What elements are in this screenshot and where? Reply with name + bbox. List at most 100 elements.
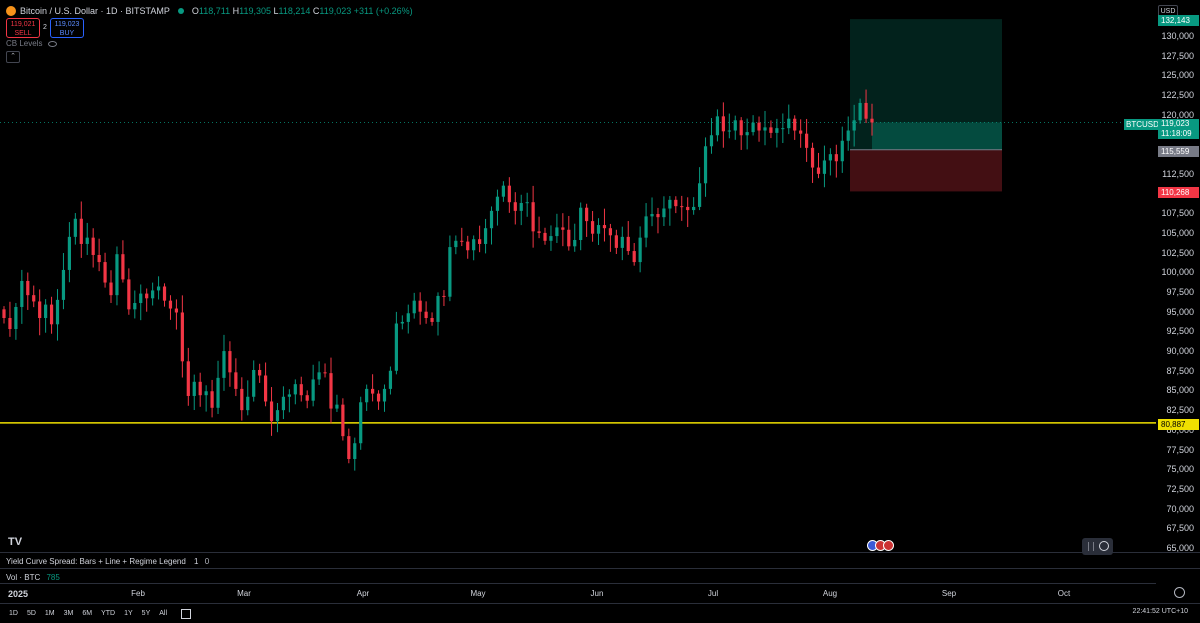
price-tick-label: 112,500: [1162, 168, 1194, 179]
candle-body: [585, 207, 589, 222]
spread-value: 2: [43, 24, 47, 31]
drag-handle-icon[interactable]: [1088, 542, 1094, 551]
candle-body: [549, 236, 553, 241]
candle-body: [430, 317, 434, 322]
chart-settings-icon[interactable]: [1174, 587, 1185, 598]
candle-body: [73, 218, 77, 237]
candle-body: [186, 361, 190, 396]
volume-value: 785: [46, 573, 60, 582]
month-label: Aug: [822, 589, 838, 598]
candle-body: [329, 373, 333, 409]
candle-body: [347, 436, 351, 459]
yield-curve-pane[interactable]: Yield Curve Spread: Bars + Line + Regime…: [0, 552, 1200, 569]
candle-body: [32, 295, 36, 302]
candle-body: [67, 236, 71, 270]
candle-body: [733, 120, 737, 131]
candle-body: [466, 241, 470, 251]
candle-body: [567, 229, 571, 247]
clock[interactable]: 22:41:52 UTC+10: [1132, 608, 1188, 615]
candle-body: [632, 251, 636, 263]
sell-button[interactable]: 119,021 SELL: [6, 18, 40, 38]
candle-body: [210, 391, 214, 408]
candle-body: [680, 206, 684, 208]
candle-body: [460, 240, 464, 242]
candle-body: [353, 443, 357, 459]
pin-icon[interactable]: [1099, 541, 1109, 551]
candle-body: [495, 196, 500, 211]
candle-body: [168, 300, 173, 309]
candle-body: [769, 127, 773, 133]
range-1m[interactable]: 1M: [44, 610, 55, 617]
yield-curve-value: 0: [204, 557, 210, 566]
candle-body: [311, 379, 315, 401]
candle-body: [55, 299, 60, 325]
high-value: 119,305: [239, 6, 271, 16]
range-ytd[interactable]: YTD: [101, 610, 116, 617]
close-label: C: [312, 6, 320, 16]
candle-body: [174, 308, 179, 313]
candle-body: [454, 240, 458, 248]
candle-body: [341, 404, 345, 437]
range-1d[interactable]: 1D: [9, 610, 18, 617]
candle-body: [359, 402, 363, 444]
candle-body: [781, 128, 785, 130]
symbol-legend: Bitcoin / U.S. Dollar · 1D · BITSTAMP O1…: [6, 6, 413, 16]
month-label: Jul: [707, 589, 719, 598]
buy-price: 119,023: [54, 21, 80, 28]
candle-body: [507, 185, 511, 203]
chart-canvas[interactable]: [0, 0, 1156, 552]
floating-toolbar[interactable]: [1082, 538, 1113, 555]
price-axis[interactable]: 130,000127,500125,000122,500120,000117,5…: [1156, 0, 1200, 553]
candle-body: [97, 254, 101, 263]
range-5y[interactable]: 5Y: [141, 610, 151, 617]
range-all[interactable]: All: [159, 610, 168, 617]
range-1y[interactable]: 1Y: [124, 610, 133, 617]
candle-body: [162, 286, 167, 301]
range-3m[interactable]: 3M: [63, 610, 74, 617]
indicator-legend[interactable]: CB Levels: [6, 39, 57, 48]
candle-body: [418, 300, 422, 312]
candle-body: [145, 293, 149, 299]
candlestick-chart[interactable]: [0, 0, 1156, 552]
price-tick-label: 70,000: [1166, 503, 1194, 514]
collapse-legend-button[interactable]: ⌃: [6, 51, 20, 63]
candle-body: [38, 301, 42, 318]
candle-body: [2, 309, 6, 318]
candle-body: [103, 262, 107, 283]
date-range-icon[interactable]: [181, 608, 192, 619]
price-tick-label: 67,500: [1166, 523, 1194, 534]
candle-body: [371, 388, 375, 394]
open-pnl-zone: [872, 122, 1002, 150]
candle-body: [317, 372, 321, 380]
sell-label: SELL: [14, 30, 32, 37]
candle-body: [365, 388, 369, 403]
candle-body: [644, 216, 648, 238]
candle-body: [91, 237, 95, 255]
candle-body: [258, 369, 262, 376]
time-axis[interactable]: 2025 Feb Mar Apr May Jun Jul Aug Sep Oct: [0, 583, 1156, 603]
candle-body: [180, 312, 184, 362]
support-price-tag: 80,887: [1158, 419, 1199, 430]
us-flag-icon[interactable]: [883, 540, 894, 551]
range-6m[interactable]: 6M: [82, 610, 93, 617]
volume-pane[interactable]: Vol · BTC 785: [0, 568, 1200, 584]
candle-body: [269, 401, 274, 422]
tradingview-logo[interactable]: TV: [8, 536, 23, 548]
volume-title: Vol · BTC: [6, 573, 41, 582]
month-label: Feb: [131, 589, 145, 598]
symbol-title[interactable]: Bitcoin / U.S. Dollar · 1D · BITSTAMP: [20, 6, 170, 16]
candle-body: [810, 147, 815, 168]
month-label: Mar: [237, 589, 251, 598]
price-tick-label: 105,000: [1161, 227, 1194, 238]
candle-body: [222, 351, 226, 378]
range-5d[interactable]: 5D: [26, 610, 36, 617]
candle-body: [602, 225, 607, 229]
candle-body: [376, 393, 381, 402]
candle-body: [216, 377, 220, 408]
eye-icon[interactable]: [47, 40, 57, 47]
price-tick-label: 90,000: [1166, 346, 1194, 357]
buy-button[interactable]: 119,023 BUY: [50, 18, 84, 38]
month-label: Apr: [356, 589, 370, 598]
candle-body: [246, 396, 250, 411]
event-icons[interactable]: [867, 540, 894, 551]
